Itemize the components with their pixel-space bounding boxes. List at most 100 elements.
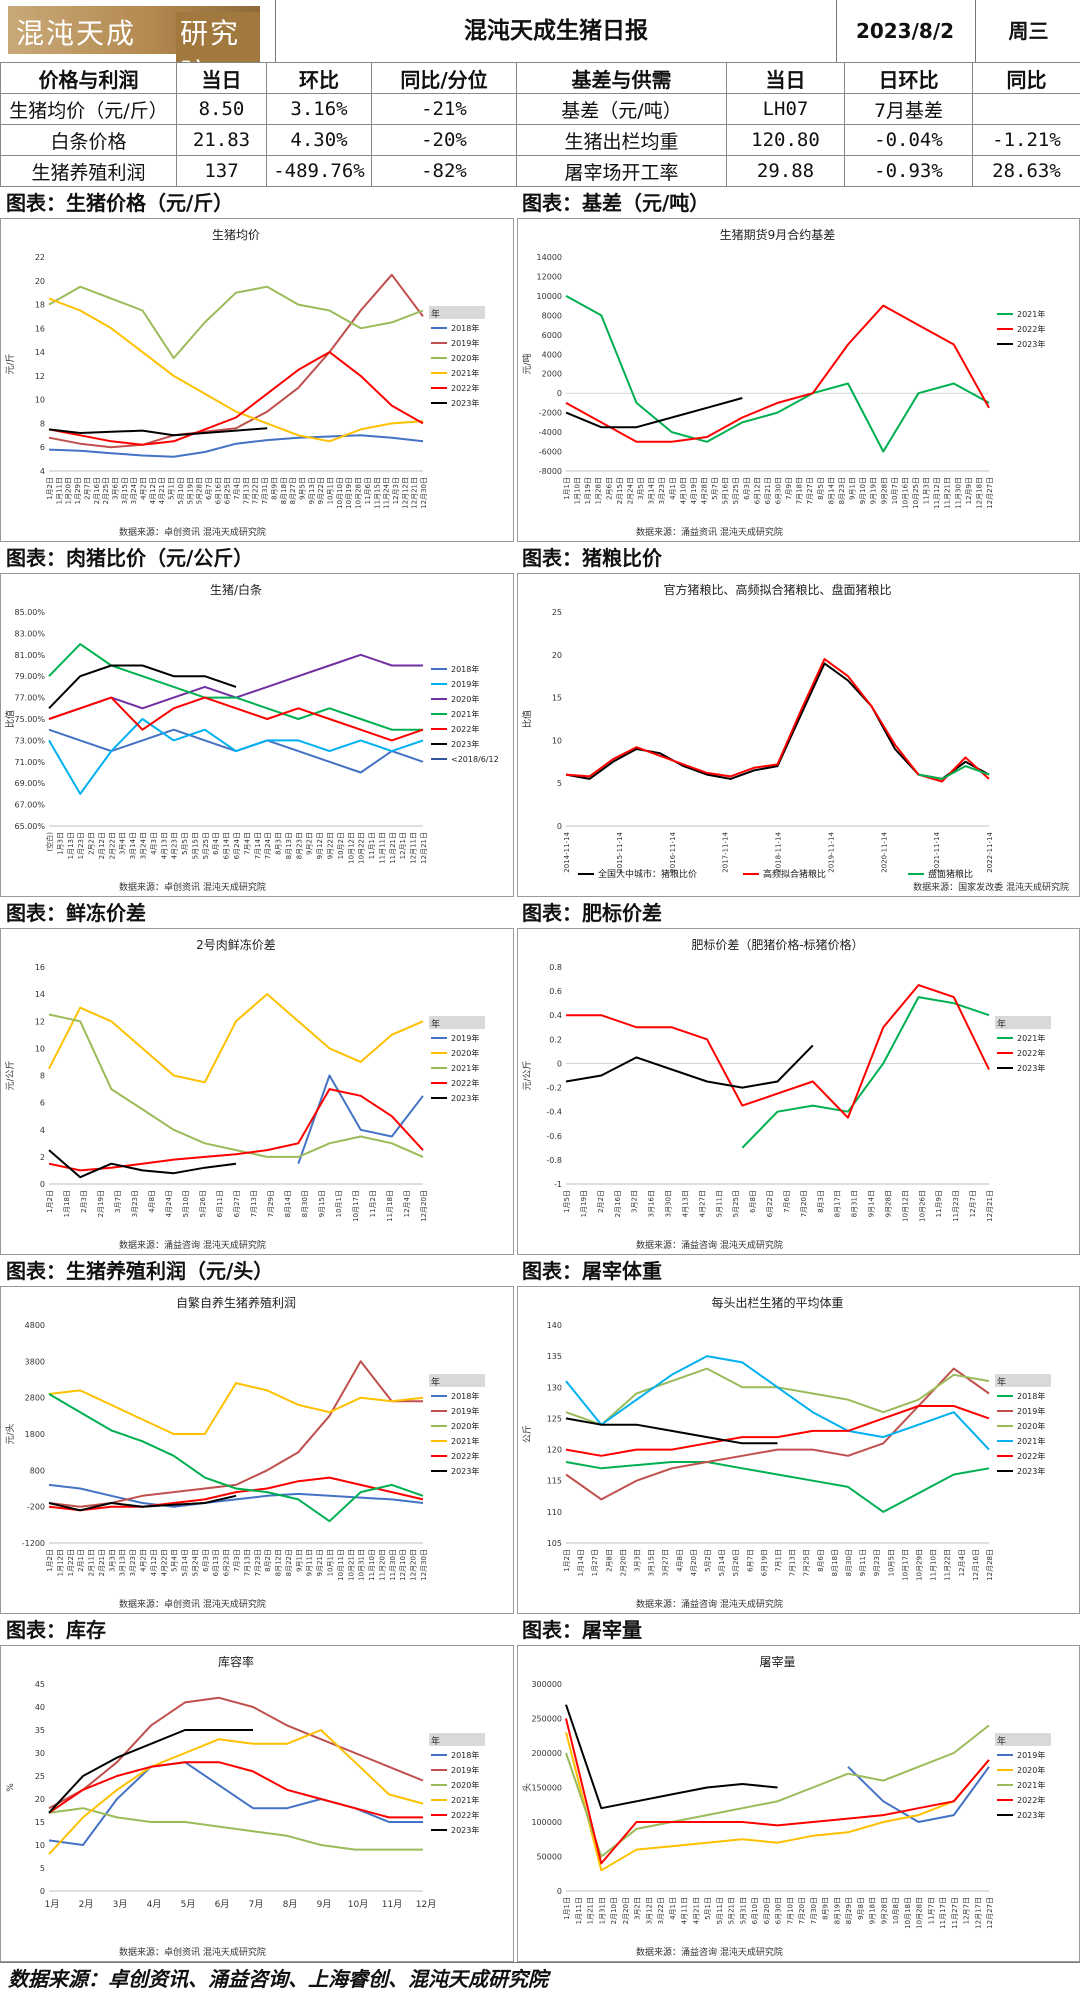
- x-tick-label: 11月3日: [923, 477, 931, 504]
- x-tick-label: 10月10日: [336, 477, 344, 509]
- x-tick-label: 7月4日: [243, 832, 251, 855]
- x-tick-label: 8月31日: [851, 1190, 859, 1217]
- x-tick-label: 4月8日: [148, 1190, 156, 1213]
- x-tick-label: 7月30日: [810, 1897, 818, 1924]
- x-tick-label: 7月3日: [233, 1549, 241, 1572]
- x-tick-label: 7月27日: [806, 477, 814, 504]
- x-tick-label: 3月30日: [665, 1190, 673, 1217]
- y-tick-label: -0.6: [546, 1132, 562, 1141]
- legend-entry: 2022年: [451, 724, 479, 734]
- y-tick-label: 1800: [25, 1430, 45, 1439]
- x-tick-label: 3月23日: [658, 477, 666, 504]
- x-tick-label: 8月18日: [280, 477, 288, 504]
- x-tick-label: 4月19日: [690, 477, 698, 504]
- chart-source: 数据来源：卓创资讯 混沌天成研究院: [119, 1598, 266, 1610]
- y-tick-label: 20: [552, 651, 562, 660]
- y-tick-label: 18: [35, 301, 45, 310]
- x-tick-label: 10月1日: [335, 1190, 343, 1217]
- x-tick-label: 7月13日: [250, 1190, 258, 1217]
- series-line-4: [49, 1762, 423, 1817]
- x-tick-label: 8月27日: [289, 477, 297, 504]
- series-line-4: [566, 1406, 989, 1456]
- x-tick-label: 1月2日: [46, 477, 54, 500]
- y-tick-label: 10: [35, 396, 45, 405]
- y-tick-label: 4: [40, 1126, 45, 1135]
- x-tick-label: 9月14日: [868, 1190, 876, 1217]
- x-tick-label: 12月21日: [420, 832, 428, 864]
- x-tick-label: 11月21日: [389, 832, 397, 864]
- y-tick-label: 2800: [25, 1394, 45, 1403]
- section-title-basis: 图表：基差（元/吨）: [516, 188, 1080, 218]
- y-tick-label: -6000: [539, 448, 562, 457]
- brand-logo: 混沌天成 研究院: [8, 6, 260, 54]
- y-tick-label: 14000: [537, 253, 562, 262]
- x-tick-label: 10月22日: [358, 832, 366, 864]
- legend-entry: 2020年: [1017, 1421, 1045, 1431]
- x-tick-label: 2018-11-14: [775, 831, 783, 872]
- x-tick-label: 5月31日: [739, 1897, 747, 1924]
- x-tick-label: 6月: [215, 1899, 230, 1910]
- x-tick-label: 1月18日: [63, 1190, 71, 1217]
- x-tick-label: 6月16日: [214, 477, 222, 504]
- x-tick-label: 5月15日: [191, 832, 199, 859]
- x-tick-label: 12月4日: [403, 1190, 411, 1217]
- legend-entry: 2019年: [1017, 1406, 1045, 1416]
- y-tick-label: 0.8: [549, 963, 562, 972]
- x-tick-label: 2月16日: [614, 1190, 622, 1217]
- y-axis-label: 元/公斤: [5, 1060, 16, 1090]
- legend-entry: 盘面猪粮比: [928, 868, 973, 880]
- chart-source: 数据来源：卓创资讯 混沌天成研究院: [119, 526, 266, 538]
- series-line-0: [566, 1462, 989, 1512]
- y-tick-label: 20: [35, 277, 45, 286]
- chart-svg-c10: 屠宰量头050000100000150000200000250000300000…: [518, 1646, 1079, 1961]
- x-tick-label: 3月3日: [108, 1549, 116, 1572]
- x-tick-label: 1月11日: [55, 477, 63, 504]
- y-tick-label: 250000: [531, 1715, 562, 1724]
- x-tick-label: 1月1日: [563, 1897, 571, 1920]
- summary-cell: 7月基差: [845, 94, 973, 125]
- y-tick-label: 12: [35, 1017, 45, 1026]
- x-tick-label: 11月9日: [935, 1190, 943, 1217]
- series-line-5: [49, 1730, 253, 1813]
- x-tick-label: 9月13日: [308, 477, 316, 504]
- y-tick-label: 50000: [537, 1853, 562, 1862]
- y-tick-label: 6000: [542, 331, 562, 340]
- x-tick-label: 5月26日: [199, 1190, 207, 1217]
- x-tick-label: 9月28日: [880, 1897, 888, 1924]
- x-tick-label: 9月28日: [884, 1190, 892, 1217]
- x-tick-label: 5月10日: [182, 1190, 190, 1217]
- x-tick-label: 10月12日: [901, 1190, 909, 1222]
- x-tick-label: 4月28日: [700, 477, 708, 504]
- series-line-5: [49, 666, 236, 709]
- x-tick-label: 5月: [181, 1899, 196, 1910]
- y-tick-label: 67.00%: [14, 801, 45, 810]
- x-tick-label: 3月23日: [131, 1190, 139, 1217]
- legend-entry: 高频拟合猪粮比: [763, 868, 826, 880]
- x-tick-label: 11月30日: [389, 1549, 397, 1581]
- section-title-inventory: 图表：库存: [0, 1615, 516, 1645]
- series-line-3: [49, 299, 423, 442]
- x-tick-label: 7月6日: [783, 1190, 791, 1213]
- x-tick-label: 11月10日: [368, 1549, 376, 1581]
- x-tick-label: 10月18日: [904, 1897, 912, 1929]
- y-tick-label: 300000: [531, 1680, 562, 1689]
- x-tick-label: 2014-11-14: [563, 831, 571, 872]
- legend-entry: 2021年: [451, 1063, 479, 1073]
- y-tick-label: 65.00%: [14, 822, 45, 831]
- legend-title: 年: [997, 1735, 1006, 1747]
- x-tick-label: 3月4日: [119, 832, 127, 855]
- y-tick-label: 3800: [25, 1357, 45, 1366]
- x-tick-label: 3月2日: [631, 1190, 639, 1213]
- legend-entry: 2023年: [1017, 339, 1045, 349]
- series-line-2: [49, 1808, 423, 1849]
- summary-cell: 4.30%: [267, 125, 372, 156]
- x-tick-label: 7月24日: [264, 832, 272, 859]
- x-tick-label: 12月30日: [420, 477, 428, 509]
- x-tick-label: 9月18日: [869, 1897, 877, 1924]
- x-tick-label: 6月11日: [216, 1190, 224, 1217]
- x-tick-label: 8月23日: [295, 832, 303, 859]
- legend-entry: 2019年: [451, 1406, 479, 1416]
- x-tick-label: 1月5日: [563, 1190, 571, 1213]
- x-tick-label: 4月21日: [158, 477, 166, 504]
- legend-title: 年: [431, 308, 440, 320]
